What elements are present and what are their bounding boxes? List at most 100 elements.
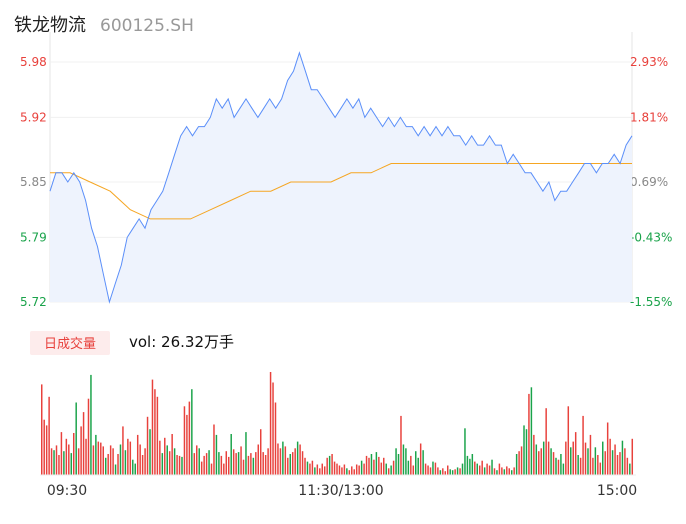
volume-bar — [631, 438, 634, 475]
volume-bar — [144, 448, 146, 475]
volume-bar — [508, 468, 510, 475]
volume-bar — [43, 419, 45, 475]
volume-bar — [380, 462, 383, 475]
volume-bar — [348, 470, 351, 475]
volume-bar — [496, 470, 498, 475]
volume-bar — [338, 465, 341, 475]
volume-tab[interactable] — [30, 331, 110, 355]
volume-bar — [562, 463, 565, 475]
volume-bar — [213, 424, 215, 475]
volume-bar — [65, 438, 68, 475]
volume-bar — [410, 455, 412, 475]
volume-bar — [95, 434, 97, 475]
volume-bar — [134, 463, 136, 475]
time-tick-label: 09:30 — [47, 483, 87, 499]
volume-bar — [294, 448, 296, 475]
pct-tick-label: 0.69% — [630, 175, 668, 189]
volume-bar — [375, 452, 378, 475]
volume-bar — [245, 432, 247, 475]
volume-bar — [92, 445, 95, 475]
volume-bar — [572, 441, 574, 475]
volume-bar — [488, 465, 491, 475]
volume-bar — [400, 415, 402, 475]
volume-bar — [328, 455, 331, 475]
volume-bar — [368, 457, 370, 475]
volume-bar — [552, 452, 555, 475]
volume-bar — [274, 402, 277, 475]
volume-bar — [542, 441, 545, 475]
volume-bar — [267, 448, 269, 475]
volume-bar — [501, 467, 503, 475]
volume-bar — [449, 469, 451, 475]
volume-bar — [518, 451, 520, 475]
volume-bar — [434, 462, 437, 475]
volume-bar — [402, 444, 405, 475]
volume-bar — [493, 468, 496, 475]
volume-bar — [45, 425, 48, 475]
volume-bar — [154, 389, 156, 475]
volume-bar — [242, 459, 245, 475]
volume-bar — [333, 461, 336, 475]
volume-bar — [70, 453, 73, 475]
volume-bar — [478, 465, 481, 475]
volume-bar — [385, 463, 387, 475]
volume-bar — [311, 460, 314, 475]
volume-bar — [614, 444, 616, 475]
volume-bar — [587, 448, 589, 475]
volume-bar — [611, 450, 614, 475]
volume-bar — [486, 463, 488, 475]
volume-bar — [395, 448, 397, 475]
volume-bar — [63, 451, 65, 475]
volume-bar — [230, 434, 232, 475]
volume-bar — [442, 468, 444, 475]
volume-bar — [41, 384, 43, 475]
volume-bar — [319, 468, 321, 475]
volume-bar — [289, 454, 291, 475]
volume-bar — [515, 454, 518, 475]
volume-bar — [176, 455, 178, 475]
volume-bar — [422, 450, 424, 475]
volume-bar — [557, 459, 560, 475]
volume-bar — [247, 455, 250, 475]
volume-bar — [341, 467, 343, 475]
volume-bar — [358, 465, 360, 475]
volume-bar — [223, 463, 225, 475]
volume-bar — [104, 457, 107, 475]
volume-bar — [269, 372, 272, 475]
volume-tab-label: 日成交量 — [44, 336, 96, 352]
volume-bar — [112, 448, 114, 475]
volume-bar — [50, 448, 53, 475]
volume-bar — [173, 448, 176, 475]
volume-bar — [77, 448, 80, 475]
volume-bar — [574, 432, 577, 475]
volume-bar — [282, 441, 284, 475]
volume-bar — [451, 470, 454, 475]
volume-bar — [560, 454, 562, 475]
volume-bar — [491, 459, 493, 475]
volume-bar — [459, 468, 461, 475]
price-tick-label: 5.92 — [20, 110, 47, 124]
volume-bar — [533, 434, 535, 475]
volume-bar — [139, 444, 141, 475]
volume-bar — [432, 461, 434, 475]
volume-bar — [85, 438, 87, 475]
volume-bar — [594, 447, 597, 475]
average-price-line — [50, 163, 632, 220]
volume-bar — [277, 443, 279, 475]
volume-bar — [469, 458, 471, 475]
volume-bar — [159, 440, 161, 475]
volume-bar — [109, 445, 112, 475]
pct-tick-label: -1.55% — [630, 295, 672, 309]
volume-bar — [437, 467, 439, 475]
volume-bar — [547, 441, 550, 475]
volume-bar — [336, 463, 338, 475]
volume-bar — [129, 441, 132, 475]
volume-bar — [466, 455, 469, 475]
volume-bar — [208, 450, 210, 475]
volume-bar — [474, 461, 476, 475]
volume-bar — [565, 441, 567, 475]
volume-bar — [168, 451, 171, 475]
volume-bar — [599, 462, 602, 475]
volume-bar — [419, 443, 422, 475]
